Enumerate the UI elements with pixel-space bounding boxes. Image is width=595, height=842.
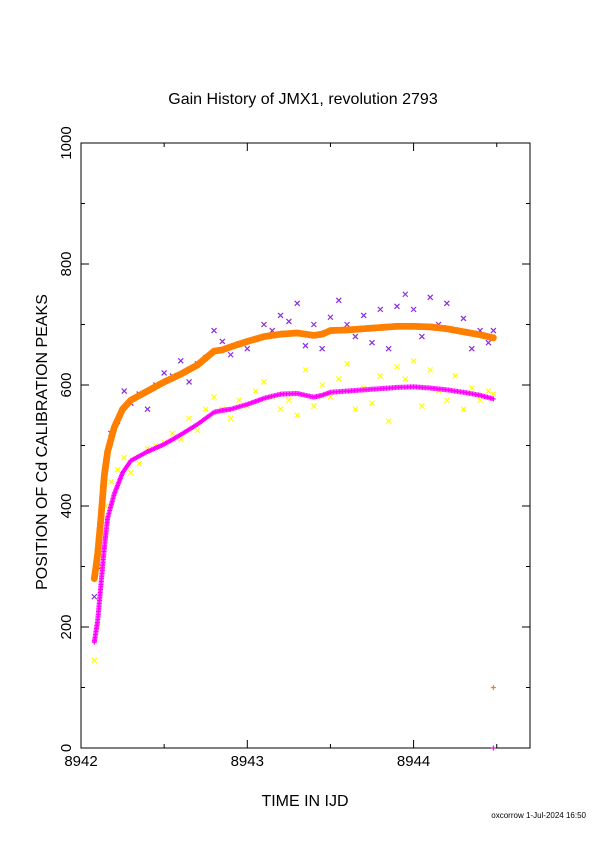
data-point-measured-upper — [144, 406, 151, 413]
data-point-measured-upper — [294, 300, 301, 307]
data-point-measured-upper — [219, 338, 226, 345]
data-point-measured-lower — [294, 412, 301, 419]
data-point-measured-upper — [177, 357, 184, 364]
data-point-measured-lower — [369, 400, 375, 407]
data-point-measured-lower — [327, 394, 334, 401]
y-tick-label: 600 — [58, 372, 75, 397]
data-point-measured-upper — [319, 345, 326, 352]
data-point-measured-lower — [202, 406, 209, 413]
data-point-measured-upper — [277, 312, 284, 319]
data-point-measured-lower — [344, 360, 350, 367]
data-point-measured-lower — [418, 403, 425, 410]
y-axis-label: POSITION OF Cd CALIBRATION PEAKS — [34, 294, 51, 590]
data-point-measured-upper — [91, 593, 98, 600]
data-point-measured-lower — [252, 388, 259, 394]
data-point-measured-lower — [443, 397, 450, 404]
data-point-fit-lower — [490, 396, 496, 402]
data-point-measured-upper — [285, 318, 292, 325]
data-point-measured-upper — [302, 342, 309, 349]
data-point-measured-upper — [244, 345, 251, 352]
data-point-measured-upper — [377, 306, 384, 313]
data-point-measured-upper — [443, 300, 450, 307]
data-point-measured-upper — [335, 297, 342, 304]
y-tick-label: 800 — [58, 251, 75, 276]
data-point-measured-lower — [186, 415, 193, 422]
x-axis-label: TIME IN IJD — [261, 793, 348, 810]
data-point-measured-lower — [490, 391, 497, 397]
timestamp-stamp: oxcorrow 1-Jul-2024 16:50 — [491, 811, 586, 820]
data-point-measured-upper — [310, 321, 317, 328]
data-point-measured-lower — [194, 427, 201, 434]
data-point-measured-upper — [352, 333, 359, 340]
x-tick-label: 8942 — [64, 753, 97, 770]
data-point-measured-upper — [227, 351, 234, 358]
data-point-measured-lower — [136, 460, 143, 467]
data-point-measured-lower — [402, 376, 409, 382]
data-point-fit-upper — [490, 334, 497, 342]
data-point-measured-lower — [121, 454, 128, 461]
data-point-measured-lower — [377, 373, 384, 379]
data-point-measured-lower — [127, 469, 134, 476]
data-point-measured-lower — [236, 397, 242, 404]
plot-frame — [80, 142, 531, 749]
extra-marker — [490, 685, 496, 690]
y-tick-label: 0 — [58, 744, 75, 752]
data-point-measured-upper — [161, 369, 168, 376]
data-point-measured-lower — [114, 466, 121, 473]
y-tick-label: 400 — [58, 493, 75, 518]
data-point-measured-upper — [485, 339, 492, 346]
data-point-measured-upper — [490, 327, 497, 334]
data-point-measured-upper — [360, 312, 367, 319]
x-tick-label: 8944 — [397, 753, 430, 770]
data-point-measured-lower — [108, 478, 114, 485]
y-tick-label: 200 — [58, 614, 75, 639]
data-point-measured-lower — [452, 373, 459, 379]
data-point-measured-upper — [394, 303, 400, 310]
data-point-measured-lower — [477, 397, 484, 404]
data-point-measured-upper — [211, 327, 217, 334]
data-point-measured-lower — [427, 366, 434, 373]
data-point-measured-upper — [369, 339, 375, 346]
data-point-measured-lower — [211, 394, 217, 401]
data-point-measured-lower — [285, 397, 292, 404]
data-point-measured-upper — [418, 333, 425, 340]
chart-title: Gain History of JMX1, revolution 2793 — [168, 91, 438, 108]
y-tick-label: 1000 — [58, 126, 75, 159]
data-point-measured-lower — [91, 657, 98, 664]
data-point-measured-lower — [335, 376, 342, 382]
data-point-measured-upper — [261, 321, 267, 328]
extra-marker — [490, 745, 496, 751]
data-point-measured-lower — [319, 382, 326, 388]
data-point-measured-lower — [485, 388, 492, 394]
x-tick-label: 8943 — [231, 753, 264, 770]
data-point-measured-upper — [121, 388, 128, 394]
data-point-measured-upper — [186, 379, 193, 385]
data-point-measured-lower — [460, 406, 467, 413]
data-point-measured-upper — [385, 345, 392, 352]
data-point-measured-lower — [277, 406, 284, 413]
data-point-measured-lower — [352, 406, 359, 413]
data-point-measured-upper — [410, 306, 417, 313]
data-point-measured-lower — [310, 403, 317, 410]
data-point-measured-upper — [327, 314, 334, 321]
data-point-measured-upper — [460, 315, 467, 322]
data-point-measured-lower — [410, 357, 417, 364]
data-point-measured-upper — [468, 345, 475, 352]
data-point-measured-lower — [468, 385, 475, 391]
data-point-measured-upper — [402, 291, 409, 298]
data-point-measured-lower — [227, 415, 234, 422]
data-point-measured-lower — [385, 418, 392, 425]
data-point-measured-upper — [427, 294, 434, 301]
data-point-measured-lower — [394, 363, 400, 370]
data-point-measured-lower — [169, 430, 176, 437]
data-point-measured-lower — [261, 379, 267, 385]
data-point-measured-lower — [302, 366, 309, 373]
data-point-measured-upper — [344, 321, 350, 328]
